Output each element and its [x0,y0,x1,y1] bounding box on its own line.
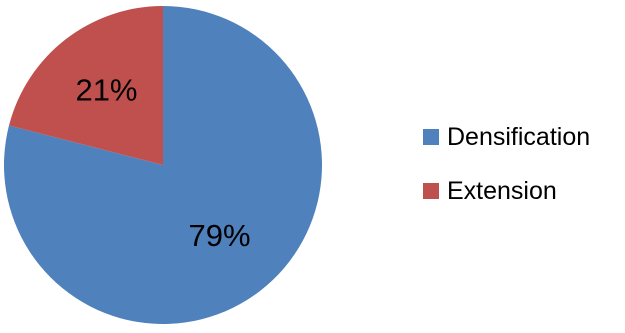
pie-slice-extension [8,6,164,165]
legend-swatch-densification [423,129,439,145]
pie-slices [4,6,323,324]
data-label-extension: 21% [75,72,137,107]
data-label-densification: 79% [188,218,250,253]
legend: Densification Extension [423,120,623,228]
legend-entry-extension: Extension [423,174,623,208]
legend-label-densification: Densification [447,122,591,151]
legend-entry-densification: Densification [423,120,623,154]
legend-swatch-extension [423,183,439,199]
legend-label-extension: Extension [447,176,557,205]
pie-data-labels: 79% 21% [75,72,250,253]
